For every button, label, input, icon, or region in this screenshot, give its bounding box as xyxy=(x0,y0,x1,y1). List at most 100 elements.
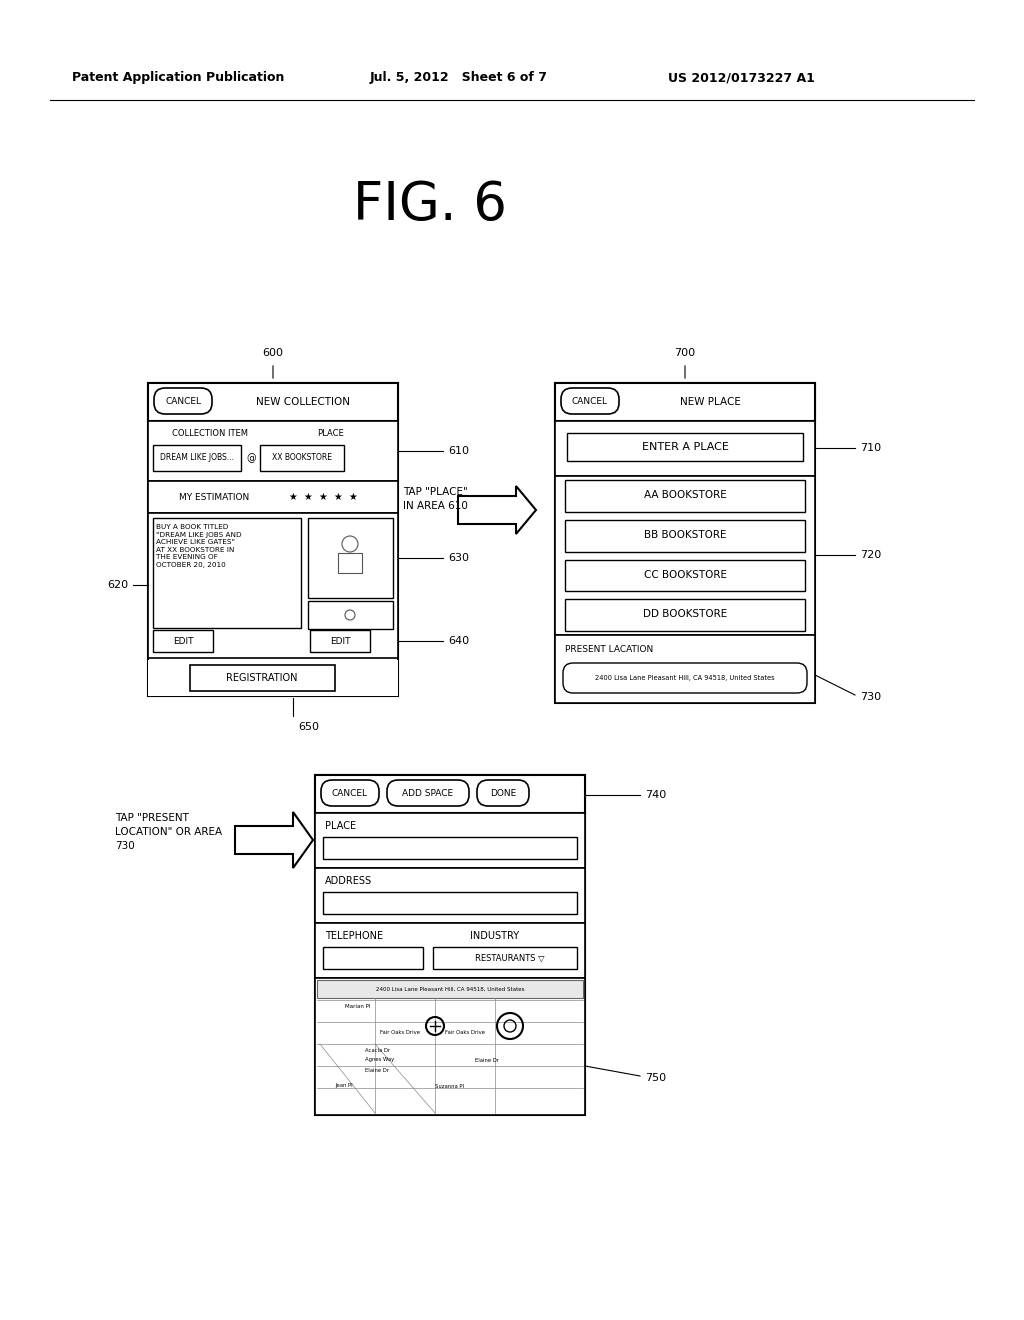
Text: 730: 730 xyxy=(860,692,881,702)
Text: BUY A BOOK TITLED
"DREAM LIKE JOBS AND
ACHIEVE LIKE GATES"
AT XX BOOKSTORE IN
TH: BUY A BOOK TITLED "DREAM LIKE JOBS AND A… xyxy=(156,524,242,568)
Text: MY ESTIMATION: MY ESTIMATION xyxy=(179,492,249,502)
Text: 650: 650 xyxy=(298,722,319,733)
Text: IN AREA 610: IN AREA 610 xyxy=(403,502,468,511)
Text: ADDRESS: ADDRESS xyxy=(325,876,372,886)
Text: TAP "PRESENT: TAP "PRESENT xyxy=(115,813,188,822)
Text: ADD SPACE: ADD SPACE xyxy=(402,788,454,797)
Bar xyxy=(190,665,335,690)
Text: ★  ★  ★  ★  ★: ★ ★ ★ ★ ★ xyxy=(289,492,357,502)
Bar xyxy=(148,383,398,696)
Text: DREAM LIKE JOBS...: DREAM LIKE JOBS... xyxy=(160,454,233,462)
FancyBboxPatch shape xyxy=(477,780,529,807)
Text: 620: 620 xyxy=(106,579,128,590)
Bar xyxy=(148,383,398,421)
Bar xyxy=(317,979,583,998)
FancyBboxPatch shape xyxy=(154,388,212,414)
Bar xyxy=(315,978,585,1115)
Bar xyxy=(310,630,370,652)
Bar xyxy=(315,775,585,813)
Bar xyxy=(555,635,815,704)
Text: US 2012/0173227 A1: US 2012/0173227 A1 xyxy=(668,71,815,84)
Bar xyxy=(315,869,585,923)
Text: Acacia Dr: Acacia Dr xyxy=(365,1048,390,1052)
Bar xyxy=(308,517,393,598)
Text: AA BOOKSTORE: AA BOOKSTORE xyxy=(644,490,726,500)
Bar xyxy=(315,923,585,978)
Text: TAP "PLACE": TAP "PLACE" xyxy=(403,487,468,498)
Text: 730: 730 xyxy=(115,841,135,851)
Text: TELEPHONE: TELEPHONE xyxy=(325,931,383,941)
Text: Elaine Dr: Elaine Dr xyxy=(475,1057,499,1063)
Bar xyxy=(315,813,585,869)
Bar xyxy=(555,477,815,635)
Bar xyxy=(567,433,803,461)
Text: BB BOOKSTORE: BB BOOKSTORE xyxy=(644,529,726,540)
Text: INDUSTRY: INDUSTRY xyxy=(470,931,519,941)
Bar xyxy=(565,560,805,591)
Bar xyxy=(148,513,398,657)
Text: Elaine Dr: Elaine Dr xyxy=(365,1068,389,1072)
Text: XX BOOKSTORE: XX BOOKSTORE xyxy=(272,454,332,462)
Bar xyxy=(153,630,213,652)
Bar xyxy=(338,553,362,573)
Bar xyxy=(323,946,423,969)
Bar xyxy=(565,599,805,631)
Text: 710: 710 xyxy=(860,444,881,453)
Text: 700: 700 xyxy=(675,348,695,358)
Text: Suzanna Pl: Suzanna Pl xyxy=(435,1084,464,1089)
FancyBboxPatch shape xyxy=(387,780,469,807)
Text: Fair Oaks Drive: Fair Oaks Drive xyxy=(380,1031,420,1035)
Text: LOCATION" OR AREA: LOCATION" OR AREA xyxy=(115,828,222,837)
Text: 740: 740 xyxy=(645,789,667,800)
Text: 720: 720 xyxy=(860,550,882,560)
Text: 2400 Lisa Lane Pleasant Hill, CA 94518, United States: 2400 Lisa Lane Pleasant Hill, CA 94518, … xyxy=(595,675,775,681)
Text: 2400 Lisa Lane Pleasant Hill, CA 94518, United States: 2400 Lisa Lane Pleasant Hill, CA 94518, … xyxy=(376,986,524,991)
Text: NEW PLACE: NEW PLACE xyxy=(680,397,740,407)
Text: 630: 630 xyxy=(449,553,469,564)
Text: Jean Pl: Jean Pl xyxy=(335,1084,352,1089)
Text: Fair Oaks Drive: Fair Oaks Drive xyxy=(445,1031,485,1035)
Bar xyxy=(260,445,344,471)
Bar xyxy=(565,480,805,512)
Text: @: @ xyxy=(246,453,256,463)
Bar xyxy=(315,775,585,1115)
Text: CANCEL: CANCEL xyxy=(572,396,608,405)
Text: DD BOOKSTORE: DD BOOKSTORE xyxy=(643,610,727,619)
Text: REGISTRATION: REGISTRATION xyxy=(226,673,298,682)
Text: 600: 600 xyxy=(262,348,284,358)
Text: PLACE: PLACE xyxy=(316,429,343,437)
Text: ENTER A PLACE: ENTER A PLACE xyxy=(642,442,728,451)
Text: 610: 610 xyxy=(449,446,469,455)
Text: CC BOOKSTORE: CC BOOKSTORE xyxy=(643,569,726,579)
Bar xyxy=(148,660,398,696)
Text: NEW COLLECTION: NEW COLLECTION xyxy=(256,397,350,407)
Text: FIG. 6: FIG. 6 xyxy=(353,180,507,231)
FancyBboxPatch shape xyxy=(561,388,618,414)
Text: Patent Application Publication: Patent Application Publication xyxy=(72,71,285,84)
Text: Marian Pl: Marian Pl xyxy=(345,1005,371,1010)
Text: RESTAURANTS ▽: RESTAURANTS ▽ xyxy=(475,953,545,962)
Text: 640: 640 xyxy=(449,636,469,645)
Bar xyxy=(153,517,301,628)
Bar xyxy=(148,480,398,513)
Bar xyxy=(555,383,815,704)
Bar xyxy=(433,946,577,969)
Text: PRESENT LACATION: PRESENT LACATION xyxy=(565,644,653,653)
Bar xyxy=(323,837,577,859)
Text: EDIT: EDIT xyxy=(330,636,350,645)
Text: DONE: DONE xyxy=(489,788,516,797)
Bar xyxy=(323,892,577,913)
Text: COLLECTION ITEM: COLLECTION ITEM xyxy=(172,429,248,437)
Text: CANCEL: CANCEL xyxy=(165,396,201,405)
Bar xyxy=(555,383,815,421)
Bar xyxy=(153,445,241,471)
FancyBboxPatch shape xyxy=(321,780,379,807)
Bar xyxy=(555,421,815,477)
Bar xyxy=(565,520,805,552)
Text: Agnes Way: Agnes Way xyxy=(365,1057,394,1063)
Text: PLACE: PLACE xyxy=(325,821,356,832)
Text: EDIT: EDIT xyxy=(173,636,194,645)
Text: 750: 750 xyxy=(645,1073,667,1082)
FancyBboxPatch shape xyxy=(563,663,807,693)
Bar xyxy=(308,601,393,630)
